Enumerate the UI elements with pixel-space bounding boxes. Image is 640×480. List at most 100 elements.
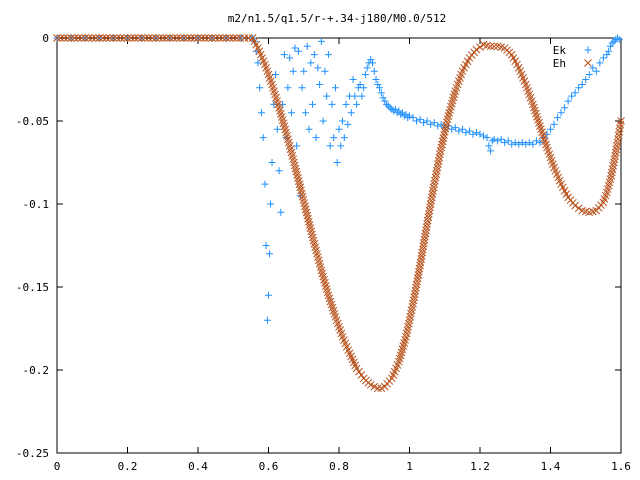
data-point (176, 34, 185, 42)
data-point (106, 34, 114, 42)
data-point (98, 34, 107, 42)
data-point (409, 299, 417, 308)
data-point (333, 159, 341, 166)
data-point (428, 190, 437, 198)
data-point (162, 34, 171, 42)
data-point (204, 34, 213, 42)
data-point (172, 34, 181, 42)
data-point (317, 37, 325, 45)
data-point (286, 54, 294, 62)
data-point (568, 92, 576, 100)
data-point (301, 202, 309, 211)
data-point (611, 148, 620, 157)
x-axis: 0 0.2 0.4 0.6 0.8 1 1.2 1.4 1.6 (54, 38, 631, 473)
data-point (326, 142, 334, 150)
data-point (395, 107, 403, 115)
data-point (409, 296, 418, 305)
data-point (229, 34, 238, 42)
data-point (451, 124, 459, 132)
data-point (331, 84, 339, 92)
data-point (53, 34, 61, 42)
data-point (384, 102, 392, 110)
data-point (417, 251, 426, 260)
data-point (302, 208, 311, 217)
data-point (290, 161, 299, 170)
data-point (201, 34, 209, 42)
data-point (469, 130, 477, 138)
data-point (415, 264, 424, 273)
data-point (215, 34, 224, 42)
data-point (265, 291, 272, 299)
legend-marker (584, 59, 592, 67)
data-point (603, 51, 611, 59)
data-point (67, 34, 75, 42)
data-point (56, 34, 65, 42)
data-point (298, 84, 306, 92)
data-point (536, 139, 544, 147)
data-point (424, 213, 433, 222)
data-point (296, 183, 305, 192)
data-point (472, 129, 480, 137)
data-point (302, 109, 310, 117)
data-point (312, 134, 320, 142)
data-point (438, 140, 446, 149)
data-point (339, 117, 347, 125)
data-point (438, 137, 447, 146)
data-point (494, 137, 502, 145)
data-point (222, 34, 231, 42)
data-point (294, 177, 303, 185)
data-point (419, 242, 428, 251)
data-point (418, 248, 427, 257)
data-point (355, 367, 363, 376)
data-point (420, 239, 428, 247)
data-point (441, 124, 450, 133)
y-tick-label: 0 (42, 32, 49, 45)
data-point (596, 59, 604, 67)
data-point (60, 34, 68, 42)
data-point (490, 135, 498, 143)
data-point (144, 34, 153, 42)
data-point (289, 67, 297, 75)
data-point (508, 140, 516, 148)
data-point (606, 42, 614, 50)
data-point (497, 135, 505, 143)
data-point (421, 232, 429, 241)
data-point (412, 280, 421, 289)
data-point (423, 216, 432, 225)
data-point (425, 206, 434, 215)
data-point (151, 34, 160, 42)
data-point (422, 223, 431, 231)
data-point (328, 100, 336, 108)
data-point (554, 114, 562, 122)
data-point (410, 293, 419, 302)
data-point (398, 109, 406, 117)
data-point (63, 34, 72, 42)
data-point (360, 84, 368, 92)
data-point (615, 36, 623, 44)
data-point (610, 155, 619, 164)
data-point (402, 110, 410, 118)
data-point (74, 34, 83, 42)
data-point (465, 127, 473, 135)
data-point (321, 67, 329, 75)
data-point (440, 131, 448, 139)
data-point (610, 37, 618, 45)
data-point (483, 134, 491, 142)
data-point (77, 34, 86, 42)
data-point (120, 34, 128, 42)
data-point (187, 34, 195, 42)
data-point (381, 97, 389, 105)
data-point (370, 67, 378, 75)
data-point (476, 130, 484, 138)
x-tick-label: 0.2 (118, 460, 138, 473)
data-point (617, 117, 625, 125)
data-point (585, 71, 593, 79)
data-point (357, 371, 366, 379)
data-point (297, 189, 306, 198)
data-point (420, 119, 428, 127)
data-point (423, 220, 431, 228)
data-point (406, 112, 413, 120)
data-point (323, 92, 331, 100)
y-axis: 0 -0.05 -0.1 -0.15 -0.2 -0.25 (16, 32, 621, 460)
